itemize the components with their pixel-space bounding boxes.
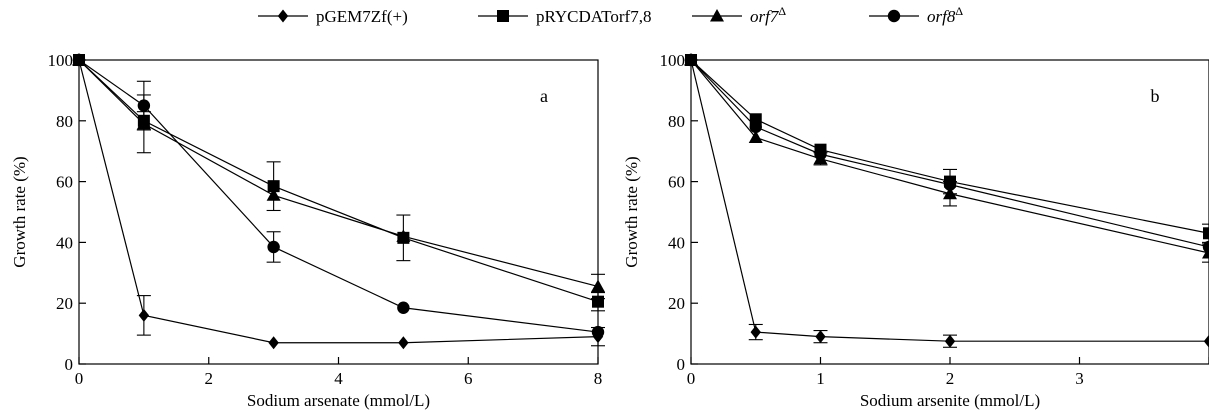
legend: pGEM7Zf(+) pRYCDATorf7,8 orf7Δ orf8Δ xyxy=(258,4,963,26)
legend-orf7-delta-marker xyxy=(710,9,724,22)
panel-a-series-orf7-delta-line xyxy=(78,59,599,288)
panel-a-series-orf7-delta xyxy=(72,53,605,300)
panel-b-series-pgem7zf xyxy=(685,53,1209,348)
legend-pgem7zf: pGEM7Zf(+) xyxy=(258,7,408,26)
panel-a-series-orf8-delta xyxy=(72,53,605,339)
panel-b-series-pgem7zf-point-3 xyxy=(944,334,956,348)
panel-b-ytick-20: 20 xyxy=(668,294,685,313)
panel-a-ytick-100: 100 xyxy=(48,51,74,70)
panel-a-ytick-40: 40 xyxy=(56,233,73,252)
panel-b-series-prycdatorf7-8-errorbar-4 xyxy=(1202,223,1209,243)
legend-orf7-delta-label: orf7Δ xyxy=(750,4,786,26)
panel-b: 0 20 40 60 80 100 0 1 2 3 Sodium arsenite (mmol/L)… xyxy=(622,51,1209,410)
legend-orf7-delta: orf7Δ xyxy=(692,4,786,26)
panel-b-xlabel: Sodium arsenite (mmol/L) xyxy=(860,391,1040,410)
panel-b-series-orf7-delta xyxy=(684,53,1209,263)
panel-a-xtick-2: 2 xyxy=(205,369,214,388)
panel-b-frame xyxy=(690,59,1209,365)
panel-a-series-pgem7zf-line xyxy=(78,59,599,344)
panel-a-series-pgem7zf-point-3 xyxy=(398,336,409,350)
legend-orf8-delta-label: orf8Δ xyxy=(927,4,963,26)
panel-b-ytick-60: 60 xyxy=(668,173,685,192)
panel-b-xtick-0: 0 xyxy=(687,369,696,388)
panel-a: 0 20 40 60 80 100 0 2 4 6 8 Sodium arsenate (mmol/L… xyxy=(10,51,605,410)
panel-b-series-orf7-delta-point-1 xyxy=(748,130,763,144)
panel-a-xtick-6: 6 xyxy=(464,369,473,388)
panel-a-series-prycdatorf7-8-point-2 xyxy=(267,180,280,193)
panel-a-series-prycdatorf7-8 xyxy=(73,54,605,312)
panel-b-series-orf8-delta-point-3 xyxy=(943,178,957,191)
panel-b-series-orf8-delta-line xyxy=(690,59,1209,248)
panel-a-series-orf8-delta-point-1 xyxy=(137,99,151,112)
panel-b-series-pgem7zf-point-1 xyxy=(750,325,761,339)
panel-b-xtick-2: 2 xyxy=(946,369,955,388)
panel-a-ytick-60: 60 xyxy=(56,173,73,192)
panel-b-series-orf8-delta-point-1 xyxy=(749,120,762,134)
panel-b-xtick-3: 3 xyxy=(1075,369,1084,388)
panel-b-series-orf7-delta-line xyxy=(690,59,1209,254)
panel-a-series-orf8-delta-point-3 xyxy=(397,301,410,314)
panel-b-series-pgem7zf-point-4 xyxy=(1203,334,1209,348)
panel-a-series-pgem7zf-point-2 xyxy=(268,336,279,350)
legend-pgem7zf-marker xyxy=(277,9,289,23)
panel-b-series-orf7-delta-point-3 xyxy=(943,186,957,200)
panel-a-series-pgem7zf-point-1 xyxy=(138,308,150,322)
panel-a-xtick-0: 0 xyxy=(75,369,84,388)
panel-b-series-prycdatorf7-8 xyxy=(685,54,1209,243)
panel-a-xtick-4: 4 xyxy=(334,369,343,388)
panel-b-ytick-100: 100 xyxy=(660,51,686,70)
panel-b-series-orf8-delta-point-0 xyxy=(684,53,698,67)
legend-prycdatorf7-8: pRYCDATorf7,8 xyxy=(478,7,651,26)
panel-a-series-orf7-delta-point-2 xyxy=(266,188,281,201)
panel-a-ylabel: Growth rate (%) xyxy=(10,156,29,267)
panel-a-xlabel: Sodium arsenate (mmol/L) xyxy=(247,391,430,410)
panel-a-ytick-0: 0 xyxy=(65,355,74,374)
panel-b-xtick-1: 1 xyxy=(816,369,825,388)
legend-prycdatorf7-8-label: pRYCDATorf7,8 xyxy=(536,7,651,26)
panel-a-ytick-80: 80 xyxy=(56,112,73,131)
panel-b-panel-label: b xyxy=(1151,86,1160,106)
panel-b-series-prycdatorf7-8-line xyxy=(690,59,1209,234)
panel-a-series-orf7-delta-point-4 xyxy=(591,279,605,292)
panel-a-series-orf7-delta-point-3 xyxy=(396,229,411,242)
panel-b-ylabel: Growth rate (%) xyxy=(622,156,641,267)
legend-pgem7zf-label: pGEM7Zf(+) xyxy=(316,7,408,26)
panel-b-series-orf8-delta xyxy=(684,53,1209,254)
legend-orf8-delta-marker xyxy=(887,9,901,23)
legend-prycdatorf7-8-marker xyxy=(497,10,509,22)
panel-b-ytick-40: 40 xyxy=(668,233,685,252)
legend-orf8-delta: orf8Δ xyxy=(869,4,963,26)
panel-a-panel-label: a xyxy=(540,86,548,106)
panel-b-series-prycdatorf7-8-point-4 xyxy=(1203,227,1209,240)
panel-b-series-pgem7zf-point-2 xyxy=(815,330,826,344)
panel-b-ytick-0: 0 xyxy=(677,355,686,374)
panel-a-series-orf8-delta-line xyxy=(78,59,599,333)
panel-b-series-orf8-delta-point-2 xyxy=(814,148,827,161)
panel-a-series-orf8-delta-point-0 xyxy=(72,53,86,67)
panel-b-ytick-80: 80 xyxy=(668,112,685,131)
panel-a-series-prycdatorf7-8-line xyxy=(78,59,599,303)
panel-a-series-orf8-delta-point-4 xyxy=(591,325,605,339)
panel-a-ytick-20: 20 xyxy=(56,294,73,313)
panel-a-series-orf8-delta-point-2 xyxy=(267,240,280,254)
panel-a-series-pgem7zf xyxy=(73,53,605,350)
panel-b-series-orf8-delta-point-4 xyxy=(1202,240,1209,254)
panel-a-xtick-8: 8 xyxy=(594,369,603,388)
panel-b-series-orf7-delta-point-4 xyxy=(1202,246,1209,259)
